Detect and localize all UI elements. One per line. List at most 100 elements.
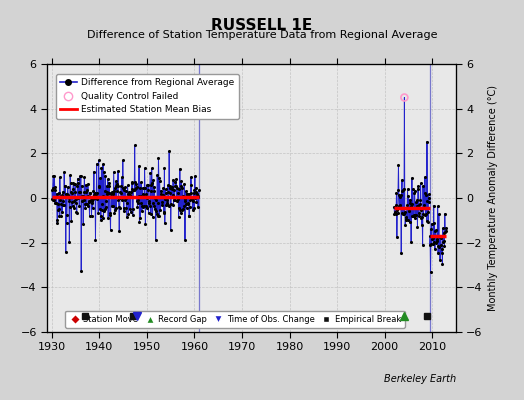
Point — [50, 197, 58, 203]
Point — [141, 221, 149, 227]
Point — [400, 211, 408, 218]
Point — [105, 210, 114, 217]
Point — [138, 184, 147, 191]
Point — [75, 202, 83, 209]
Point — [53, 219, 61, 226]
Point — [138, 203, 146, 210]
Point — [434, 211, 443, 217]
Point — [158, 199, 167, 205]
Point — [73, 183, 81, 189]
Point — [413, 202, 421, 209]
Point — [166, 183, 174, 189]
Point — [115, 204, 123, 210]
Point — [170, 197, 179, 203]
Point — [138, 208, 146, 214]
Point — [147, 210, 155, 217]
Point — [160, 220, 169, 226]
Point — [48, 196, 57, 202]
Point — [88, 198, 96, 205]
Point — [136, 184, 144, 191]
Point — [173, 189, 182, 196]
Point — [136, 215, 145, 222]
Point — [159, 192, 167, 198]
Point — [116, 195, 124, 201]
Point — [90, 168, 98, 175]
Point — [192, 184, 200, 191]
Point — [185, 212, 193, 219]
Point — [194, 187, 203, 194]
Point — [187, 182, 195, 188]
Point — [91, 190, 99, 197]
Point — [174, 213, 183, 220]
Point — [194, 204, 202, 210]
Point — [71, 200, 80, 206]
Point — [133, 198, 141, 204]
Point — [438, 261, 446, 268]
Point — [411, 212, 419, 218]
Point — [60, 194, 69, 200]
Point — [84, 203, 93, 210]
Point — [87, 197, 95, 203]
Point — [157, 202, 166, 208]
Point — [98, 201, 106, 208]
Point — [422, 192, 430, 198]
Point — [52, 200, 60, 206]
Point — [124, 191, 132, 197]
Point — [123, 214, 131, 220]
Point — [427, 240, 435, 247]
Point — [100, 168, 108, 175]
Point — [391, 202, 400, 208]
Point — [62, 249, 70, 255]
Point — [133, 184, 141, 190]
Point — [416, 197, 424, 203]
Point — [413, 224, 422, 230]
Point — [136, 200, 145, 206]
Point — [184, 200, 192, 206]
Point — [83, 187, 91, 193]
Point — [139, 204, 147, 210]
Point — [433, 203, 442, 210]
Point — [135, 192, 143, 199]
Point — [422, 218, 431, 224]
Point — [166, 190, 174, 196]
Point — [394, 187, 402, 194]
Point — [101, 187, 109, 194]
Point — [102, 183, 111, 189]
Point — [96, 212, 105, 219]
Point — [57, 213, 65, 219]
Point — [434, 250, 442, 256]
Point — [77, 173, 85, 179]
Point — [135, 219, 144, 225]
Point — [104, 176, 112, 182]
Point — [111, 185, 119, 191]
Point — [125, 206, 134, 212]
Point — [187, 174, 195, 180]
Point — [126, 192, 134, 198]
Point — [110, 210, 118, 216]
Point — [119, 185, 127, 192]
Point — [399, 186, 408, 192]
Point — [51, 186, 60, 193]
Point — [62, 220, 71, 226]
Point — [397, 188, 406, 194]
Point — [139, 191, 148, 197]
Point — [70, 181, 78, 188]
Point — [132, 181, 140, 187]
Point — [48, 187, 56, 194]
Point — [438, 246, 446, 252]
Point — [64, 191, 72, 198]
Point — [117, 182, 125, 189]
Point — [179, 206, 187, 212]
Point — [436, 257, 444, 263]
Point — [185, 213, 193, 220]
Point — [114, 168, 122, 175]
Point — [399, 210, 407, 217]
Point — [84, 181, 92, 187]
Point — [398, 209, 407, 216]
Point — [54, 207, 62, 214]
Point — [419, 242, 427, 249]
Point — [422, 211, 430, 217]
Point — [116, 189, 125, 196]
Point — [177, 210, 185, 216]
Point — [182, 188, 190, 194]
